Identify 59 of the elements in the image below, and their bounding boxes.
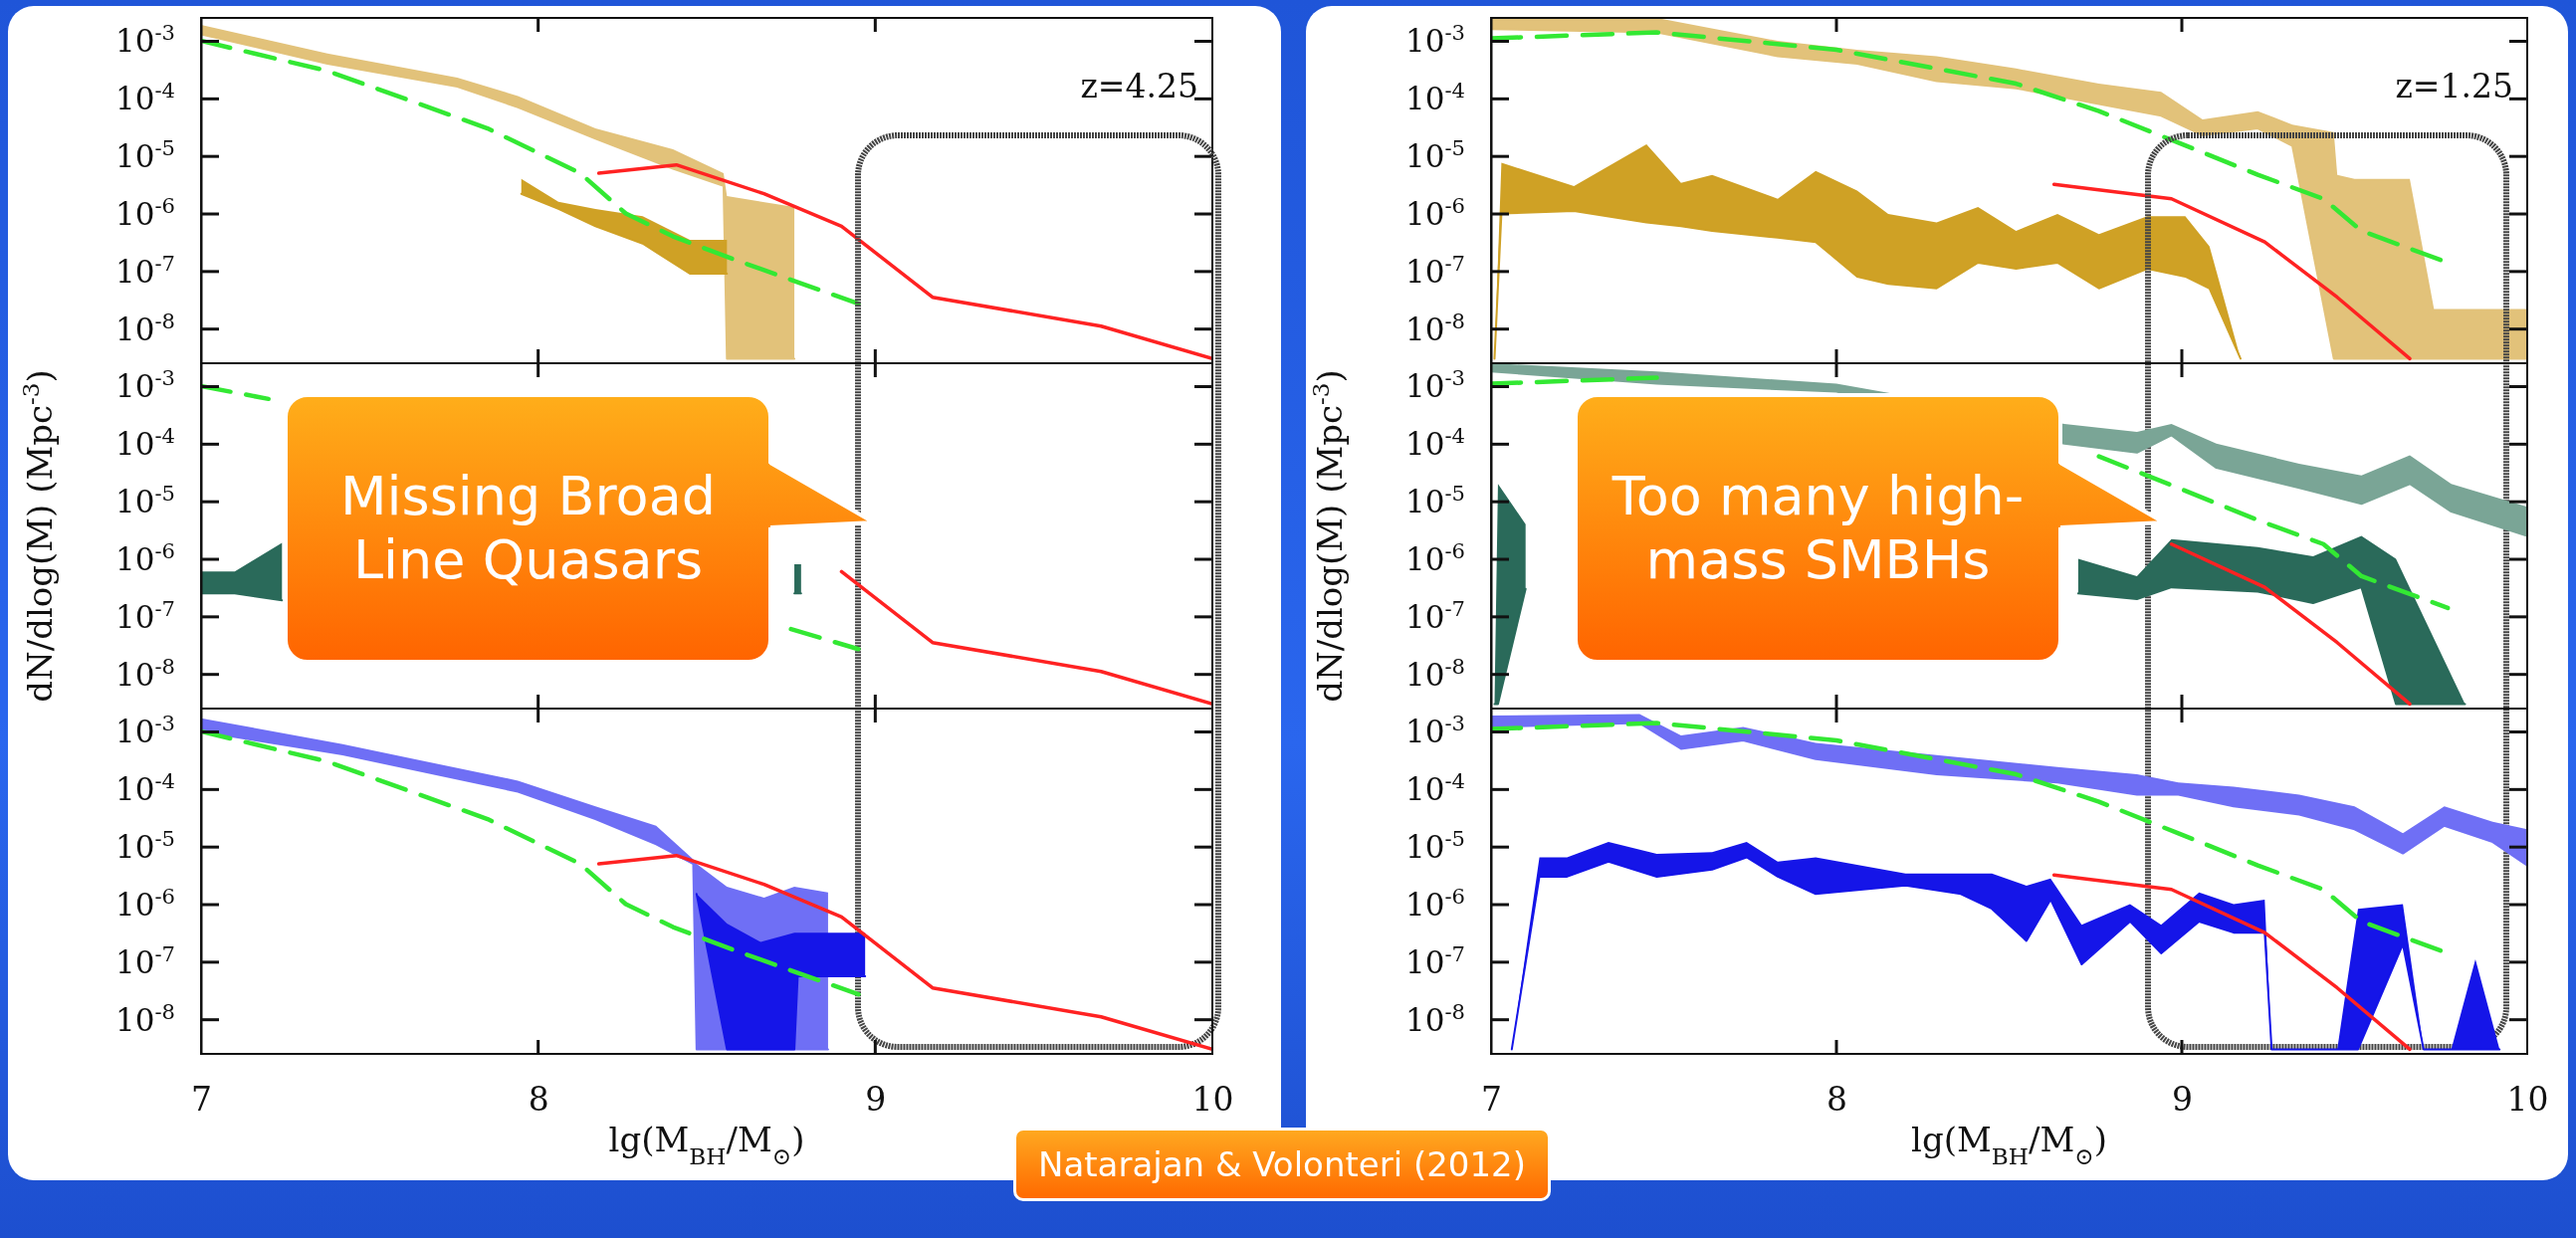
line-series bbox=[201, 38, 861, 307]
y-tick-label: 10$^{-8}$ bbox=[115, 308, 175, 347]
y-tick-label: 10$^{-8}$ bbox=[1405, 998, 1465, 1038]
x-tick-label: 8 bbox=[528, 1080, 549, 1120]
x-axis-title: lg(M$_{BH}$/M$_{⊙}$) bbox=[608, 1120, 805, 1169]
y-tick-label: 10$^{-4}$ bbox=[1405, 77, 1465, 117]
y-tick-label: 10$^{-6}$ bbox=[1405, 537, 1465, 577]
y-tick-label: 10$^{-5}$ bbox=[1405, 480, 1465, 520]
x-tick-label: 10 bbox=[2506, 1080, 2549, 1120]
y-tick-label: 10$^{-4}$ bbox=[115, 767, 175, 808]
annotation: z=1.25 bbox=[2395, 67, 2513, 105]
y-tick-label: 10$^{-4}$ bbox=[1405, 422, 1465, 463]
y-tick-label: 10$^{-8}$ bbox=[1405, 308, 1465, 347]
x-tick-label: 7 bbox=[191, 1080, 212, 1120]
y-tick-label: 10$^{-3}$ bbox=[115, 19, 175, 60]
y-tick-label: 10$^{-3}$ bbox=[115, 364, 175, 405]
y-tick-label: 10$^{-8}$ bbox=[115, 998, 175, 1038]
y-tick-label: 10$^{-4}$ bbox=[115, 422, 175, 463]
y-tick-label: 10$^{-4}$ bbox=[1405, 767, 1465, 808]
y-tick-label: 10$^{-6}$ bbox=[115, 192, 175, 232]
y-tick-label: 10$^{-5}$ bbox=[115, 134, 175, 175]
y-tick-label: 10$^{-7}$ bbox=[1405, 250, 1465, 290]
line-series bbox=[596, 853, 1212, 1052]
y-tick-label: 10$^{-7}$ bbox=[115, 940, 175, 980]
x-tick-label: 10 bbox=[1191, 1080, 1234, 1120]
y-tick-label: 10$^{-7}$ bbox=[115, 250, 175, 290]
x-axis-title: lg(M$_{BH}$/M$_{⊙}$) bbox=[1911, 1120, 2107, 1169]
line-series bbox=[201, 728, 861, 997]
y-tick-label: 10$^{-5}$ bbox=[115, 480, 175, 520]
y-tick-label: 10$^{-8}$ bbox=[1405, 653, 1465, 693]
y-tick-label: 10$^{-3}$ bbox=[115, 710, 175, 750]
y-tick-label: 10$^{-7}$ bbox=[1405, 940, 1465, 980]
y-tick-label: 10$^{-5}$ bbox=[1405, 825, 1465, 866]
y-tick-label: 10$^{-6}$ bbox=[115, 883, 175, 923]
x-tick-label: 9 bbox=[865, 1080, 887, 1120]
line-series bbox=[596, 162, 1212, 361]
y-tick-label: 10$^{-6}$ bbox=[1405, 883, 1465, 923]
y-tick-label: 10$^{-5}$ bbox=[115, 825, 175, 866]
annotation: z=4.25 bbox=[1080, 67, 1198, 105]
annotation: Too many high-mass SMBHs bbox=[1610, 465, 2026, 592]
text: Natarajan & Volonteri (2012) bbox=[1013, 1128, 1551, 1201]
line-series bbox=[2051, 873, 2412, 1052]
x-tick-label: 9 bbox=[2172, 1080, 2193, 1120]
line-series bbox=[2169, 542, 2412, 707]
y-tick-label: 10$^{-3}$ bbox=[1405, 364, 1465, 405]
y-tick-label: 10$^{-5}$ bbox=[1405, 134, 1465, 175]
y-tick-label: 10$^{-6}$ bbox=[115, 537, 175, 577]
y-tick-label: 10$^{-3}$ bbox=[1405, 710, 1465, 750]
y-tick-label: 10$^{-7}$ bbox=[115, 595, 175, 635]
line-series bbox=[2051, 182, 2412, 361]
y-tick-label: 10$^{-3}$ bbox=[1405, 19, 1465, 60]
y-tick-label: 10$^{-4}$ bbox=[115, 77, 175, 117]
y-tick-label: 10$^{-7}$ bbox=[1405, 595, 1465, 635]
y-tick-label: 10$^{-8}$ bbox=[115, 653, 175, 693]
line-series bbox=[839, 569, 1212, 707]
y-tick-label: 10$^{-6}$ bbox=[1405, 192, 1465, 232]
x-tick-label: 7 bbox=[1481, 1080, 1502, 1120]
x-tick-label: 8 bbox=[1826, 1080, 1847, 1120]
annotation: Missing Broad Line Quasars bbox=[339, 465, 717, 592]
